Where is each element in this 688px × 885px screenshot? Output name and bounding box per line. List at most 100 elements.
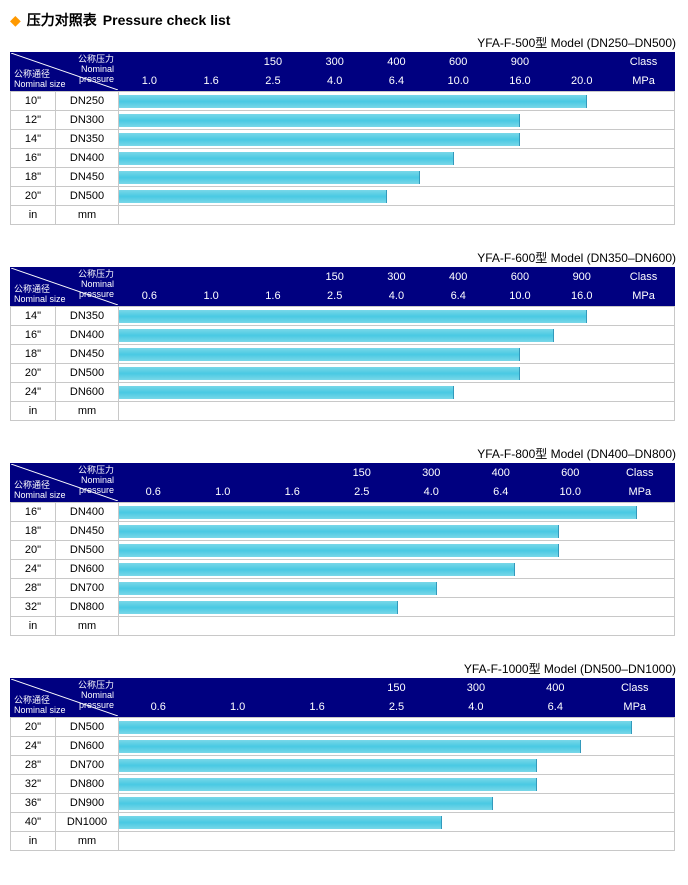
- table-row: in mm: [11, 206, 675, 225]
- table-row: 16" DN400: [11, 503, 675, 522]
- table-row: 20" DN500: [11, 187, 675, 206]
- page-title: ◆ 压力对照表 Pressure check list: [10, 10, 678, 30]
- size-mm: DN300: [56, 111, 119, 130]
- bar-cell: [119, 92, 675, 111]
- size-in: 40": [11, 813, 56, 832]
- size-in: 20": [11, 718, 56, 737]
- header-cell: 150: [242, 53, 304, 72]
- header-cell: Class: [613, 268, 675, 287]
- header-cell: [198, 679, 277, 698]
- bar-cell: [119, 541, 675, 560]
- header-cell: 1.6: [258, 483, 328, 502]
- size-mm: DN450: [56, 345, 119, 364]
- size-in: 14": [11, 130, 56, 149]
- size-in: 24": [11, 737, 56, 756]
- size-mm: DN500: [56, 718, 119, 737]
- header-cell: [180, 53, 242, 72]
- pressure-bar: [119, 816, 442, 829]
- header-cell: [277, 679, 356, 698]
- bar-cell: [119, 206, 675, 225]
- header-cell: 10.0: [489, 287, 551, 306]
- table-row: 32" DN800: [11, 598, 675, 617]
- size-mm: DN600: [56, 560, 119, 579]
- pressure-bar: [119, 152, 454, 165]
- title-cn: 压力对照表: [27, 10, 97, 30]
- table-row: 20" DN500: [11, 718, 675, 737]
- header-cell: 4.0: [397, 483, 467, 502]
- header-cell: 0.6: [119, 483, 189, 502]
- header-cell: MPa: [613, 287, 675, 306]
- body-table: 10" DN250 12" DN300 14" DN350 16" DN400 …: [10, 91, 675, 225]
- footer-in: in: [11, 617, 56, 636]
- header-cell: 4.0: [304, 72, 366, 91]
- table-row: 16" DN400: [11, 149, 675, 168]
- table-row: 40" DN1000: [11, 813, 675, 832]
- size-mm: DN500: [56, 187, 119, 206]
- header-table: 公称压力Nominalpressure 公称通径Nominal size 150…: [10, 463, 675, 502]
- title-en: Pressure check list: [103, 12, 231, 28]
- header-cell: 400: [466, 464, 536, 483]
- header-table: 公称压力Nominalpressure 公称通径Nominal size 150…: [10, 678, 675, 717]
- size-mm: DN400: [56, 326, 119, 345]
- table-row: 18" DN450: [11, 522, 675, 541]
- bar-cell: [119, 111, 675, 130]
- bar-cell: [119, 832, 675, 851]
- size-in: 18": [11, 345, 56, 364]
- header-cell: 900: [551, 268, 613, 287]
- header-cell: Class: [595, 679, 674, 698]
- size-mm: DN250: [56, 92, 119, 111]
- model-label: YFA-F-600型 Model (DN350–DN600): [10, 249, 678, 266]
- size-mm: DN600: [56, 737, 119, 756]
- header-table: 公称压力Nominalpressure 公称通径Nominal size 150…: [10, 267, 675, 306]
- pressure-bar: [119, 114, 520, 127]
- header-cell: 400: [427, 268, 489, 287]
- bar-cell: [119, 579, 675, 598]
- size-mm: DN350: [56, 307, 119, 326]
- footer-mm: mm: [56, 832, 119, 851]
- table-row: in mm: [11, 402, 675, 421]
- header-cell: 2.5: [242, 72, 304, 91]
- header-cell: 6.4: [427, 287, 489, 306]
- model-label: YFA-F-500型 Model (DN250–DN500): [10, 34, 678, 51]
- diag-header: 公称压力Nominalpressure 公称通径Nominal size: [11, 679, 119, 717]
- header-cell: [119, 53, 181, 72]
- table-row: 28" DN700: [11, 756, 675, 775]
- diag-header: 公称压力Nominalpressure 公称通径Nominal size: [11, 268, 119, 306]
- size-mm: DN700: [56, 756, 119, 775]
- size-in: 12": [11, 111, 56, 130]
- footer-mm: mm: [56, 617, 119, 636]
- header-cell: 900: [489, 53, 551, 72]
- bar-cell: [119, 737, 675, 756]
- bar-cell: [119, 149, 675, 168]
- pressure-bar: [119, 386, 454, 399]
- bar-cell: [119, 503, 675, 522]
- header-cell: Class: [605, 464, 675, 483]
- header-cell: 6.4: [466, 483, 536, 502]
- header-cell: [119, 268, 181, 287]
- size-in: 32": [11, 775, 56, 794]
- bar-cell: [119, 364, 675, 383]
- chart-block: YFA-F-800型 Model (DN400–DN800) 公称压力Nomin…: [10, 445, 678, 636]
- table-row: in mm: [11, 832, 675, 851]
- size-mm: DN400: [56, 149, 119, 168]
- table-row: 20" DN500: [11, 541, 675, 560]
- header-cell: 2.5: [357, 698, 436, 717]
- header-cell: 2.5: [327, 483, 397, 502]
- footer-in: in: [11, 402, 56, 421]
- header-cell: [551, 53, 613, 72]
- table-row: 24" DN600: [11, 560, 675, 579]
- header-cell: 1.0: [188, 483, 258, 502]
- header-cell: 1.0: [119, 72, 181, 91]
- pressure-bar: [119, 740, 581, 753]
- table-row: 16" DN400: [11, 326, 675, 345]
- size-in: 18": [11, 168, 56, 187]
- size-in: 14": [11, 307, 56, 326]
- header-cell: 300: [366, 268, 428, 287]
- header-cell: 4.0: [436, 698, 515, 717]
- table-row: 20" DN500: [11, 364, 675, 383]
- size-mm: DN500: [56, 364, 119, 383]
- pressure-bar: [119, 171, 420, 184]
- header-cell: 6.4: [366, 72, 428, 91]
- table-row: 14" DN350: [11, 130, 675, 149]
- header-cell: 150: [357, 679, 436, 698]
